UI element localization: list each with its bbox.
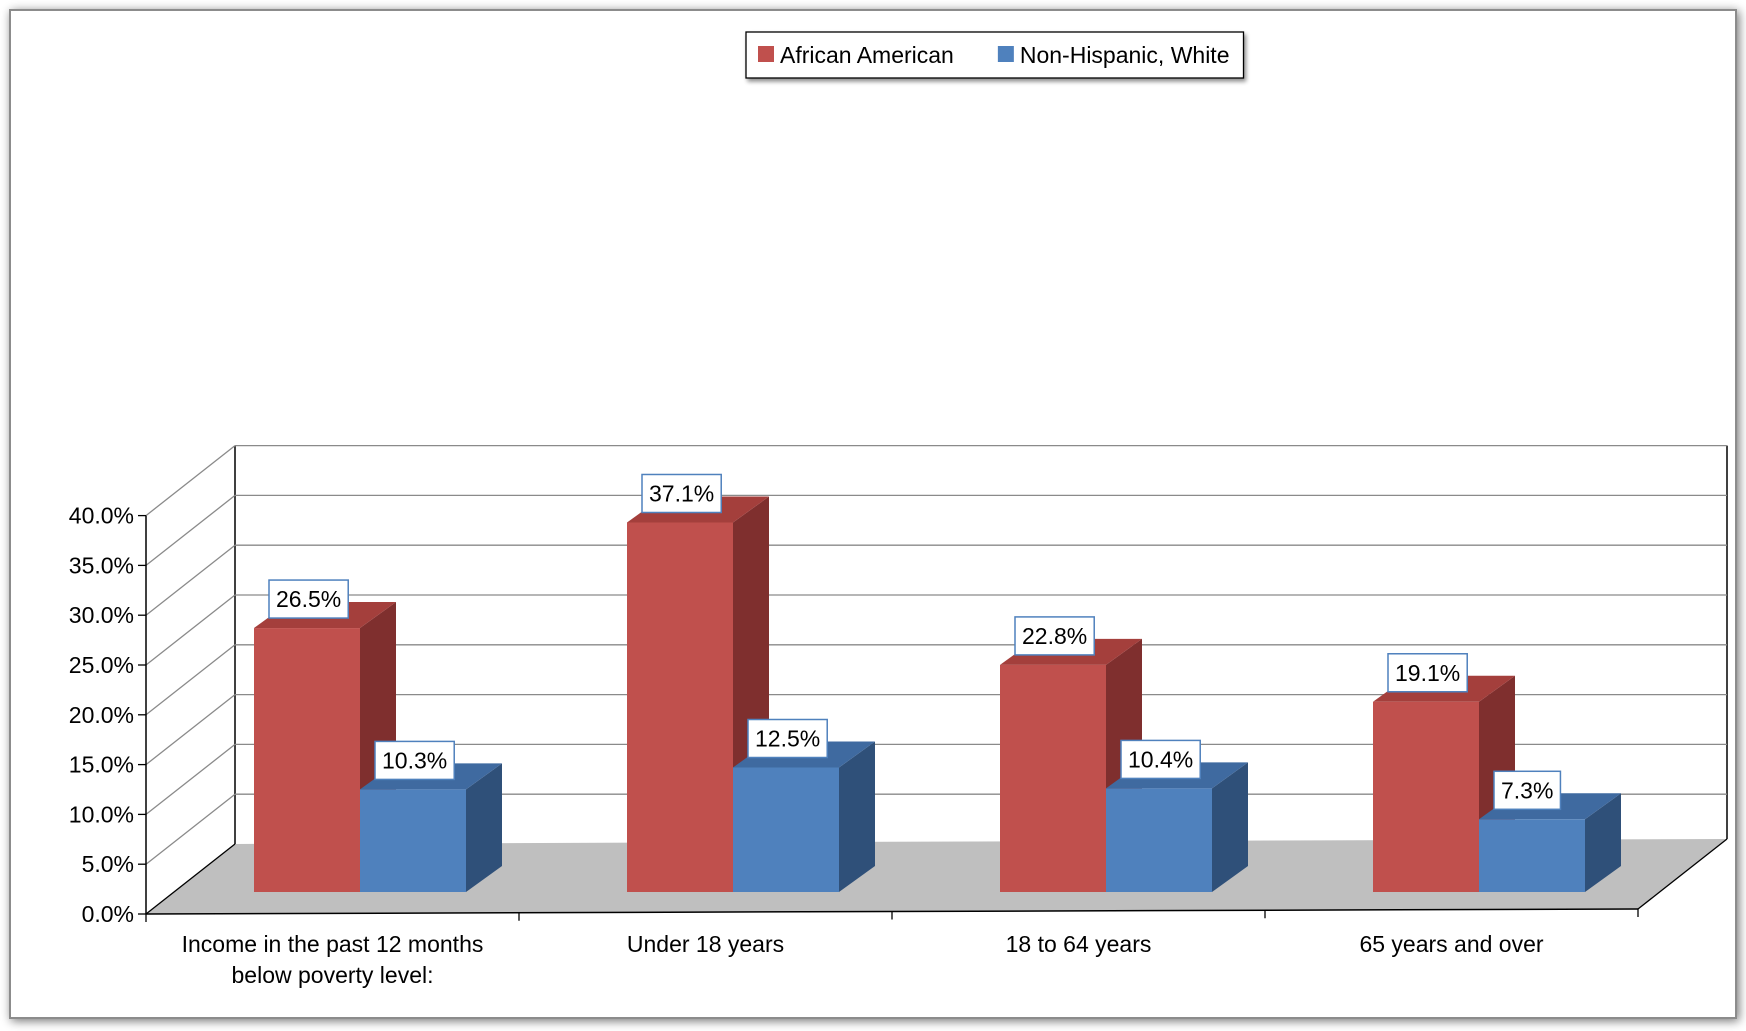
data-label-african-american-18-to-64-years: 22.8% bbox=[1014, 616, 1095, 656]
category-label-65-years-and-over: 65 years and over bbox=[1359, 931, 1543, 957]
bar-front bbox=[1000, 664, 1106, 892]
bar-non-hispanic-white-income-in-the-past-12-months-below-poverty-level bbox=[360, 763, 502, 892]
axes: 0.0% 5.0% 10.0% 15.0% 20.0% 25.0% 30.0% 35.0% 40… bbox=[69, 503, 1639, 988]
y-tick-label: 30.0% bbox=[69, 602, 134, 628]
data-label-non-hispanic-white-65-years-and-over: 7.3% bbox=[1493, 770, 1562, 811]
data-label-non-hispanic-white-under-18-years: 12.5% bbox=[747, 718, 828, 759]
bar-front bbox=[627, 522, 733, 892]
bar-non-hispanic-white-under-18-years bbox=[733, 741, 875, 892]
data-label-box bbox=[641, 473, 722, 514]
y-tick-label: 0.0% bbox=[82, 901, 134, 927]
floor-plane bbox=[146, 839, 1727, 914]
bar-front bbox=[1106, 788, 1212, 892]
gridline-diagonal bbox=[145, 743, 236, 815]
data-label-non-hispanic-white-income-in-the-past-12-months-below-poverty-level: 10.3% bbox=[374, 740, 455, 781]
category-label-under-18-years: Under 18 years bbox=[627, 931, 784, 957]
data-label-text: 10.3% bbox=[382, 747, 447, 773]
floor-right-edge bbox=[1637, 838, 1728, 910]
data-label-box bbox=[268, 579, 349, 619]
data-label-box bbox=[1014, 616, 1095, 656]
gridline-diagonal bbox=[145, 594, 236, 666]
data-label-box bbox=[747, 718, 828, 759]
legend-label-non-hispanic-white: Non-Hispanic, White bbox=[1020, 42, 1230, 68]
legend-swatch-non-hispanic-white bbox=[997, 46, 1014, 62]
y-tick-label: 40.0% bbox=[69, 503, 134, 529]
data-label-box bbox=[1387, 653, 1468, 693]
data-label-text: 7.3% bbox=[1501, 777, 1553, 803]
bar-side bbox=[1212, 762, 1248, 892]
bar-side bbox=[839, 741, 875, 892]
gridline-diagonal bbox=[145, 445, 236, 517]
data-label-box bbox=[374, 740, 455, 781]
category-label-18-to-64-years: 18 to 64 years bbox=[1006, 931, 1152, 957]
y-tick-label: 25.0% bbox=[69, 652, 134, 678]
bar-front bbox=[733, 767, 839, 892]
bar-front bbox=[1479, 819, 1585, 892]
bar-non-hispanic-white-65-years-and-over bbox=[1479, 793, 1621, 892]
legend-box bbox=[745, 31, 1245, 79]
legend-item-african-american: African American bbox=[758, 42, 954, 68]
bar-front bbox=[254, 628, 360, 892]
floor-left-edge bbox=[145, 843, 236, 915]
gridline-diagonal bbox=[145, 544, 236, 616]
bar-front bbox=[1373, 701, 1479, 892]
legend-swatch-african-american bbox=[758, 46, 774, 62]
gridline-diagonal bbox=[145, 644, 236, 716]
y-tick-label: 20.0% bbox=[69, 702, 134, 728]
data-labels: 26.5% 10.3% 37.1% 12.5% 22.8% 10.4% 19.1% 7.3% bbox=[268, 473, 1562, 811]
data-label-text: 10.4% bbox=[1128, 746, 1193, 772]
category-label-income-in-the-past-12-months-below-poverty-level: Income in the past 12 months below povert… bbox=[182, 931, 484, 988]
data-label-text: 26.5% bbox=[276, 586, 341, 612]
legend-item-non-hispanic-white: Non-Hispanic, White bbox=[997, 42, 1230, 68]
bar-front bbox=[360, 789, 466, 892]
legend-label-african-american: African American bbox=[780, 42, 954, 68]
data-label-text: 12.5% bbox=[755, 726, 820, 752]
y-tick-label: 5.0% bbox=[82, 851, 134, 877]
data-label-text: 19.1% bbox=[1395, 660, 1460, 686]
gridline-diagonal bbox=[145, 494, 236, 566]
data-label-non-hispanic-white-18-to-64-years: 10.4% bbox=[1120, 739, 1201, 780]
data-label-box bbox=[1493, 770, 1562, 811]
bar-non-hispanic-white-18-to-64-years bbox=[1106, 762, 1248, 892]
y-tick-label: 10.0% bbox=[69, 801, 134, 827]
bar-side bbox=[1585, 793, 1621, 892]
data-label-african-american-65-years-and-over: 19.1% bbox=[1387, 653, 1468, 693]
y-tick-label: 15.0% bbox=[69, 752, 134, 778]
legend: African American Non-Hispanic, White bbox=[745, 31, 1245, 79]
gridline-diagonal bbox=[145, 793, 236, 865]
bar-side bbox=[466, 763, 502, 892]
plot-floor bbox=[145, 838, 1728, 915]
data-label-box bbox=[1120, 739, 1201, 780]
data-label-african-american-under-18-years: 37.1% bbox=[641, 473, 722, 514]
gridline-diagonal bbox=[145, 694, 236, 766]
data-label-african-american-income-in-the-past-12-months-below-poverty-level: 26.5% bbox=[268, 579, 349, 619]
data-label-text: 22.8% bbox=[1022, 623, 1087, 649]
y-tick-label: 35.0% bbox=[69, 552, 134, 578]
data-label-text: 37.1% bbox=[649, 480, 714, 506]
